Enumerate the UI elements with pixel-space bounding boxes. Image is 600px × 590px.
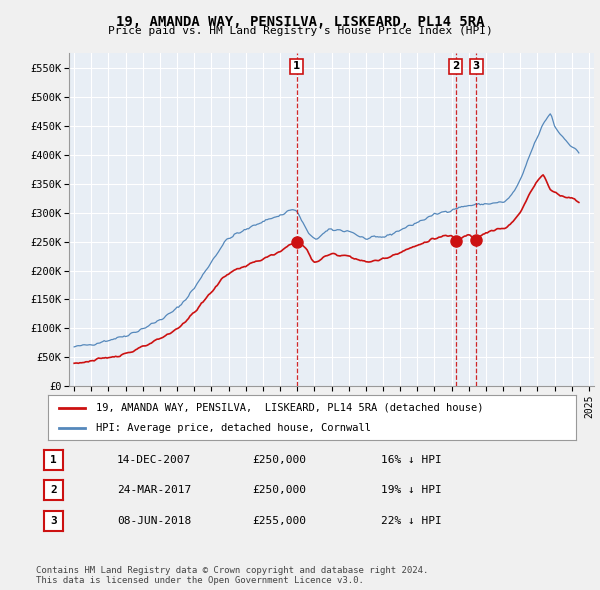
Text: 19% ↓ HPI: 19% ↓ HPI — [381, 486, 442, 495]
Text: 2: 2 — [50, 486, 57, 495]
Text: 14-DEC-2007: 14-DEC-2007 — [117, 455, 191, 464]
Text: 3: 3 — [473, 61, 480, 71]
Text: 2: 2 — [452, 61, 459, 71]
Text: 16% ↓ HPI: 16% ↓ HPI — [381, 455, 442, 464]
Text: Price paid vs. HM Land Registry's House Price Index (HPI): Price paid vs. HM Land Registry's House … — [107, 26, 493, 36]
Text: 1: 1 — [293, 61, 300, 71]
Text: 08-JUN-2018: 08-JUN-2018 — [117, 516, 191, 526]
Text: 22% ↓ HPI: 22% ↓ HPI — [381, 516, 442, 526]
Text: HPI: Average price, detached house, Cornwall: HPI: Average price, detached house, Corn… — [95, 424, 371, 434]
Text: £250,000: £250,000 — [252, 455, 306, 464]
Text: 24-MAR-2017: 24-MAR-2017 — [117, 486, 191, 495]
Text: 3: 3 — [50, 516, 57, 526]
Text: £250,000: £250,000 — [252, 486, 306, 495]
Text: £255,000: £255,000 — [252, 516, 306, 526]
Text: 19, AMANDA WAY, PENSILVA, LISKEARD, PL14 5RA: 19, AMANDA WAY, PENSILVA, LISKEARD, PL14… — [116, 15, 484, 29]
Text: Contains HM Land Registry data © Crown copyright and database right 2024.
This d: Contains HM Land Registry data © Crown c… — [36, 566, 428, 585]
Text: 1: 1 — [50, 455, 57, 464]
Text: 19, AMANDA WAY, PENSILVA,  LISKEARD, PL14 5RA (detached house): 19, AMANDA WAY, PENSILVA, LISKEARD, PL14… — [95, 403, 483, 412]
